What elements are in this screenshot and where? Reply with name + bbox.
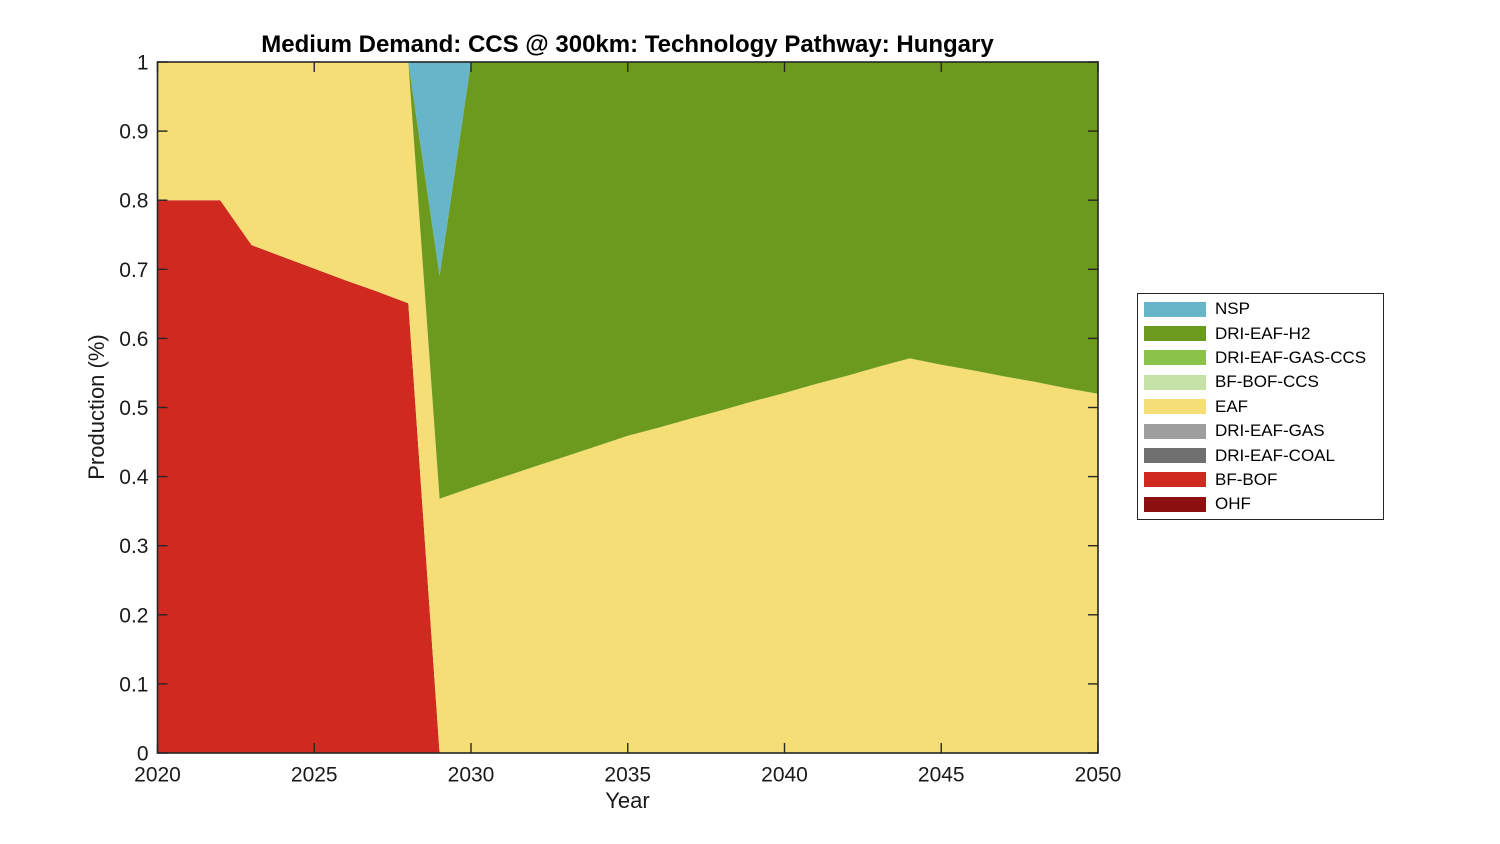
legend-label: EAF [1215, 396, 1249, 416]
legend-label: DRI-EAF-GAS-CCS [1215, 347, 1367, 367]
x-tick-label: 2020 [134, 763, 181, 786]
area-bf-bof [157, 200, 1098, 753]
legend-item-dri-eaf-gas: DRI-EAF-GAS [1138, 419, 1383, 443]
y-tick-label: 0 [137, 743, 149, 766]
y-tick-label: 0.6 [119, 328, 148, 351]
x-tick-label: 2045 [918, 763, 965, 786]
y-tick-label: 0.4 [119, 466, 149, 489]
legend-swatch-eaf [1144, 399, 1206, 415]
y-tick-label: 0.7 [119, 259, 148, 282]
legend-item-ohf: OHF [1138, 492, 1383, 516]
legend-label: NSP [1215, 299, 1250, 319]
legend-swatch-bf-bof-ccs [1144, 374, 1206, 390]
x-tick-label: 2050 [1075, 763, 1122, 786]
legend-item-nsp: NSP [1138, 297, 1383, 321]
area-dri-eaf-h2 [157, 62, 1098, 499]
legend-swatch-ohf [1144, 496, 1206, 512]
legend-swatch-dri-eaf-gas [1144, 423, 1206, 439]
y-tick-label: 1 [137, 52, 149, 75]
legend-swatch-bf-bof [1144, 472, 1206, 488]
legend-item-bf-bof: BF-BOF [1138, 468, 1383, 492]
y-tick-label: 0.9 [119, 121, 148, 144]
legend-swatch-dri-eaf-h2 [1144, 326, 1206, 342]
legend-label: BF-BOF-CCS [1215, 372, 1319, 392]
legend-item-dri-eaf-coal: DRI-EAF-COAL [1138, 443, 1383, 467]
chart-title: Medium Demand: CCS @ 300km: Technology P… [261, 31, 994, 58]
y-tick-label: 0.3 [119, 535, 148, 558]
legend-label: DRI-EAF-GAS [1215, 421, 1325, 441]
legend-label: BF-BOF [1215, 469, 1278, 489]
x-tick-label: 2030 [448, 763, 495, 786]
legend-item-dri-eaf-h2: DRI-EAF-H2 [1138, 321, 1383, 345]
legend-swatch-dri-eaf-coal [1144, 448, 1206, 464]
legend-item-dri-eaf-gas-ccs: DRI-EAF-GAS-CCS [1138, 346, 1383, 370]
x-tick-label: 2035 [604, 763, 651, 786]
legend-item-eaf: EAF [1138, 395, 1383, 419]
y-tick-label: 0.1 [119, 673, 148, 696]
area-eaf [157, 62, 1098, 753]
legend-swatch-dri-eaf-gas-ccs [1144, 350, 1206, 366]
x-axis-label: Year [605, 788, 650, 813]
legend-swatch-nsp [1144, 301, 1206, 317]
y-tick-label: 0.2 [119, 604, 148, 627]
x-tick-label: 2025 [291, 763, 338, 786]
legend-item-bf-bof-ccs: BF-BOF-CCS [1138, 370, 1383, 394]
y-tick-label: 0.5 [119, 397, 148, 420]
y-tick-label: 0.8 [119, 190, 148, 213]
legend: NSP DRI-EAF-H2 DRI-EAF-GAS-CCS BF-BOF-CCS EA… [1137, 293, 1384, 520]
y-axis-label: Production (%) [84, 334, 109, 480]
legend-label: OHF [1215, 494, 1251, 514]
legend-label: DRI-EAF-COAL [1215, 445, 1335, 465]
x-tick-label: 2040 [761, 763, 808, 786]
legend-label: DRI-EAF-H2 [1215, 323, 1311, 343]
